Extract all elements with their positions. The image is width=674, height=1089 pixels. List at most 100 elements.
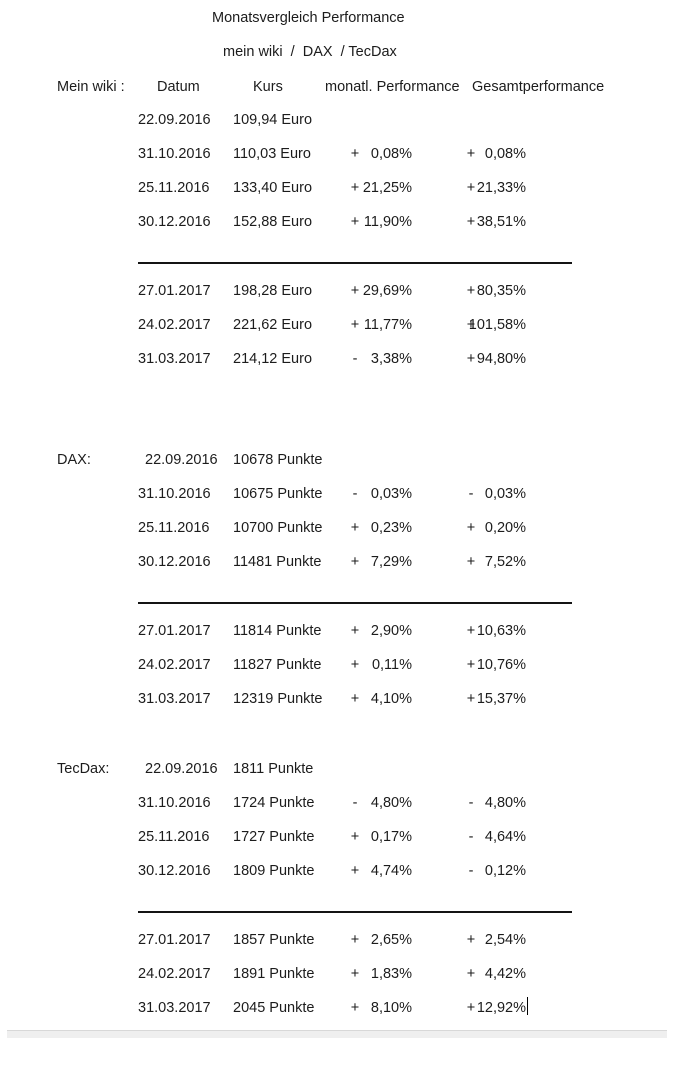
monthly-performance-sign: +	[350, 829, 360, 845]
kurs-value: 1724 Punkte	[233, 795, 315, 811]
kurs-value: 1811 Punkte	[233, 761, 314, 777]
total-performance-value: 0,20%	[484, 520, 526, 536]
total-performance-value: 94,80%	[476, 351, 526, 367]
monthly-performance-sign: +	[350, 317, 360, 333]
date-value: 31.10.2016	[138, 486, 211, 502]
monthly-performance-value: 11,77%	[363, 317, 412, 333]
monthly-performance-sign: +	[350, 623, 360, 639]
table-row: 31.10.2016 10675 Punkte -0,03% -0,03%	[0, 484, 674, 504]
total-performance-value: 2,54%	[484, 932, 526, 948]
total-performance-value: 12,92%	[476, 1000, 526, 1016]
table-row: 27.01.2017 11814 Punkte +2,90% +10,63%	[0, 621, 674, 641]
kurs-value: 11814 Punkte	[233, 623, 322, 639]
table-row: 25.11.2016 133,40 Euro +21,25% +21,33%	[0, 178, 674, 198]
total-performance-sign: +	[466, 623, 476, 639]
date-value: 27.01.2017	[138, 932, 211, 948]
kurs-value: 10675 Punkte	[233, 486, 323, 502]
total-performance-sign: +	[466, 146, 476, 162]
table-row: 31.10.2016 110,03 Euro +0,08% +0,08%	[0, 144, 674, 164]
kurs-value: 1809 Punkte	[233, 863, 315, 879]
total-performance-sign: +	[466, 966, 476, 982]
page-subtitle: mein wiki / DAX / TecDax	[223, 44, 397, 60]
date-value: 31.03.2017	[138, 351, 211, 367]
monthly-performance-value: 0,08%	[370, 146, 412, 162]
monthly-performance-sign: +	[350, 520, 360, 536]
monthly-performance-value: 2,90%	[370, 623, 412, 639]
monthly-performance-value: 4,80%	[370, 795, 412, 811]
table-row: 25.11.2016 1727 Punkte +0,17% -4,64%	[0, 827, 674, 847]
date-value: 24.02.2017	[138, 317, 211, 333]
table-row: 30.12.2016 152,88 Euro +11,90% +38,51%	[0, 212, 674, 232]
monthly-performance-sign: -	[352, 351, 358, 367]
kurs-value: 198,28 Euro	[233, 283, 313, 299]
kurs-value: 1727 Punkte	[233, 829, 315, 845]
monthly-performance-value: 21,25%	[362, 180, 412, 196]
kurs-value: 2045 Punkte	[233, 1000, 315, 1016]
date-value: 25.11.2016	[138, 829, 210, 845]
total-performance-sign: +	[466, 691, 476, 707]
table-row: 31.03.2017 214,12 Euro -3,38% +94,80%	[0, 349, 674, 369]
monthly-performance-value: 0,03%	[370, 486, 412, 502]
table-row: 30.12.2016 11481 Punkte +7,29% +7,52%	[0, 552, 674, 572]
kurs-value: 1857 Punkte	[233, 932, 315, 948]
total-performance-value: 4,64%	[484, 829, 526, 845]
kurs-value: 1891 Punkte	[233, 966, 315, 982]
monthly-performance-value: 0,23%	[370, 520, 412, 536]
table-row: 27.01.2017 198,28 Euro +29,69% +80,35%	[0, 281, 674, 301]
monthly-performance-value: 2,65%	[370, 932, 412, 948]
total-performance-sign: +	[466, 932, 476, 948]
monthly-performance-sign: +	[350, 180, 360, 196]
horizontal-scrollbar[interactable]	[7, 1030, 667, 1038]
kurs-value: 133,40 Euro	[233, 180, 313, 196]
date-value: 24.02.2017	[138, 966, 211, 982]
date-value: 22.09.2016	[138, 112, 211, 128]
monthly-performance-sign: +	[350, 863, 360, 879]
total-performance-value: 101,58%	[468, 317, 526, 333]
kurs-value: 10700 Punkte	[233, 520, 323, 536]
date-value: 30.12.2016	[138, 214, 211, 230]
monthly-performance-sign: -	[352, 486, 358, 502]
total-performance-sign: +	[466, 180, 476, 196]
column-header-kurs: Kurs	[253, 79, 283, 95]
monthly-performance-value: 1,83%	[370, 966, 412, 982]
total-performance-sign: -	[468, 795, 474, 811]
column-header-datum: Datum	[157, 79, 200, 95]
monthly-performance-value: 7,29%	[370, 554, 412, 570]
text-cursor	[527, 997, 529, 1015]
monthly-performance-value: 4,10%	[370, 691, 412, 707]
total-performance-sign: +	[466, 1000, 476, 1016]
total-performance-value: 0,08%	[484, 146, 526, 162]
total-performance-value: 4,80%	[484, 795, 526, 811]
total-performance-value: 4,42%	[484, 966, 526, 982]
table-row: 24.02.2017 221,62 Euro +11,77% +101,58%	[0, 315, 674, 335]
table-row: DAX: 22.09.2016 10678 Punkte	[0, 450, 674, 470]
table-row: 31.03.2017 2045 Punkte +8,10% +12,92%	[0, 998, 674, 1018]
date-value: 24.02.2017	[138, 657, 211, 673]
date-value: 22.09.2016	[145, 452, 218, 468]
page-title: Monatsvergleich Performance	[212, 10, 405, 26]
total-performance-sign: +	[466, 283, 476, 299]
date-value: 30.12.2016	[138, 554, 211, 570]
total-performance-value: 0,03%	[484, 486, 526, 502]
monthly-performance-sign: +	[350, 657, 360, 673]
date-value: 30.12.2016	[138, 863, 211, 879]
table-row: 22.09.2016 109,94 Euro	[0, 110, 674, 130]
monthly-performance-sign: +	[350, 932, 360, 948]
total-performance-sign: +	[466, 657, 476, 673]
monthly-performance-value: 8,10%	[370, 1000, 412, 1016]
column-header-gesamtperformance: Gesamtperformance	[472, 79, 605, 95]
kurs-value: 11481 Punkte	[233, 554, 322, 570]
monthly-performance-sign: -	[352, 795, 358, 811]
total-performance-sign: +	[466, 351, 476, 367]
section-divider-line	[138, 262, 572, 264]
kurs-value: 110,03 Euro	[233, 146, 311, 162]
total-performance-sign: +	[466, 554, 476, 570]
monthly-performance-sign: +	[350, 966, 360, 982]
total-performance-value: 38,51%	[476, 214, 526, 230]
total-performance-value: 10,63%	[476, 623, 526, 639]
date-value: 31.03.2017	[138, 691, 211, 707]
date-value: 31.10.2016	[138, 795, 211, 811]
kurs-value: 11827 Punkte	[233, 657, 322, 673]
column-header-mein-wiki: Mein wiki :	[57, 79, 125, 95]
monthly-performance-sign: +	[350, 1000, 360, 1016]
